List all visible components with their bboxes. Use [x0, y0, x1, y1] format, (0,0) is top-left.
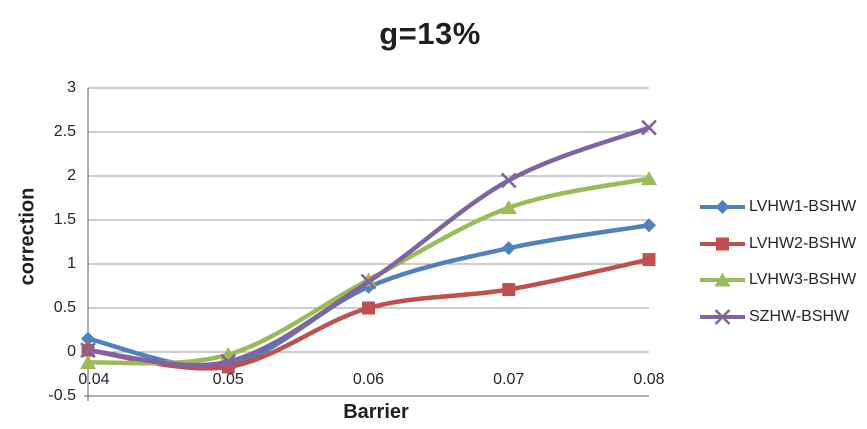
- x-tick-label: 0.07: [493, 371, 525, 388]
- x-marker-icon: [641, 119, 657, 136]
- y-tick-label: 3: [67, 79, 76, 96]
- triangle-marker-icon: [641, 171, 657, 186]
- diamond-marker-icon: [81, 331, 95, 346]
- y-tick-label: 2: [67, 167, 76, 184]
- square-marker-icon: [362, 301, 375, 315]
- x-tick-label: 0.05: [212, 371, 244, 388]
- x-axis-title: Barrier: [343, 401, 409, 423]
- y-tick-label: -0.5: [48, 387, 76, 404]
- series-LVHW1-BSHW: [81, 218, 656, 373]
- x-tick-label: 0.06: [352, 371, 385, 388]
- x-marker-icon: [80, 342, 96, 359]
- series-line: [85, 176, 652, 366]
- x-tick-label: 0.08: [633, 371, 665, 388]
- y-tick-label: 2.5: [53, 123, 76, 140]
- series-LVHW2-BSHW: [81, 253, 656, 374]
- x-tick-label: 0.04: [78, 371, 110, 388]
- y-tick-label: 1.5: [53, 211, 76, 228]
- x-marker-icon: [220, 353, 237, 370]
- y-tick-label: 0: [67, 343, 76, 360]
- x-marker-icon: [500, 172, 517, 189]
- series-line: [85, 223, 652, 369]
- y-tick-label: 0.5: [53, 299, 76, 316]
- square-marker-icon: [502, 283, 516, 297]
- series-SZHW-BSHW: [80, 119, 657, 370]
- diamond-marker-icon: [501, 241, 516, 256]
- x-marker-icon: [360, 273, 377, 290]
- series-line: [85, 125, 652, 368]
- chart-title: g=13%: [379, 16, 481, 51]
- series-LVHW3-BSHW: [80, 171, 657, 370]
- square-marker-icon: [642, 253, 656, 267]
- triangle-marker-icon: [500, 200, 517, 215]
- triangle-marker-icon: [80, 355, 96, 370]
- diamond-marker-icon: [642, 218, 656, 233]
- y-tick-label: 1: [67, 255, 76, 272]
